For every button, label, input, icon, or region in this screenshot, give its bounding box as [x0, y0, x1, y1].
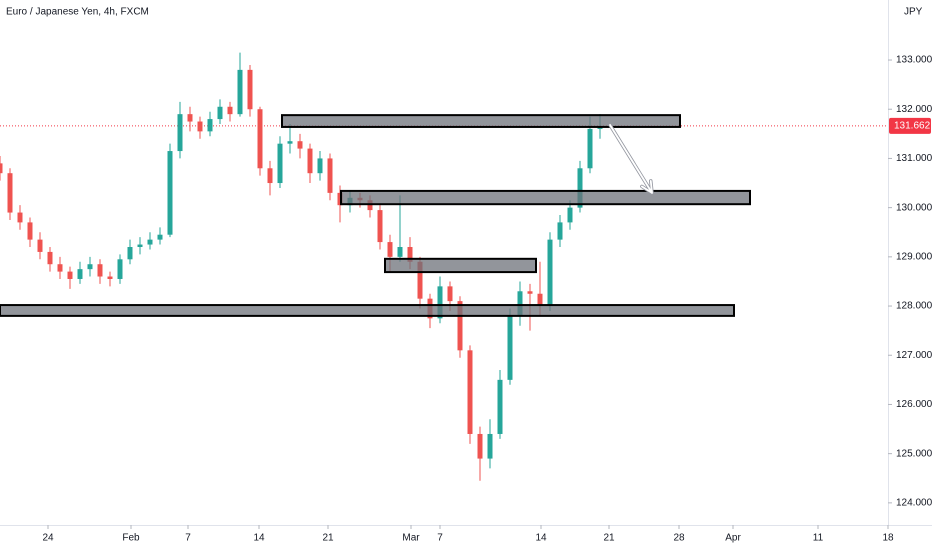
candle-body — [57, 264, 63, 272]
zone — [281, 114, 681, 128]
candle-body — [507, 315, 513, 380]
candle-body — [577, 168, 583, 208]
candle-body — [167, 151, 173, 235]
chart-title: Euro / Japanese Yen, 4h, FXCM — [6, 7, 149, 18]
x-tick-label: Feb — [122, 533, 140, 544]
y-tick-label: 126.000 — [896, 399, 932, 410]
candle-body — [397, 247, 403, 257]
x-tick-label: Mar — [402, 533, 420, 544]
currency-label: JPY — [904, 7, 923, 18]
candle-body — [497, 379, 503, 434]
candle-body — [257, 109, 263, 169]
candle-body — [567, 207, 573, 223]
x-tick-label: 14 — [253, 533, 265, 544]
candle-body — [77, 269, 83, 279]
y-tick-label: 131.000 — [896, 153, 932, 164]
candle-body — [177, 114, 183, 152]
y-tick-label: 125.000 — [896, 448, 932, 459]
x-tick-label: 28 — [673, 533, 685, 544]
candle-body — [437, 286, 443, 319]
candle-body — [477, 433, 483, 459]
zone — [340, 189, 751, 206]
candle-body — [327, 158, 333, 193]
candle-body — [117, 259, 123, 279]
candle-body — [417, 261, 423, 299]
candle-body — [267, 168, 273, 184]
y-tick-label: 129.000 — [896, 251, 932, 262]
candle-body — [227, 106, 233, 115]
y-tick-label: 132.000 — [896, 104, 932, 115]
candle-body — [517, 291, 523, 316]
candle-body — [317, 158, 323, 174]
candle-body — [447, 286, 453, 302]
x-tick-label: Apr — [725, 533, 741, 544]
zone — [0, 304, 735, 317]
candle-body — [527, 291, 533, 294]
candle-body — [27, 222, 33, 240]
y-tick-label: 127.000 — [896, 350, 932, 361]
candle-body — [487, 433, 493, 459]
x-tick-label: 7 — [185, 533, 191, 544]
candle-body — [107, 276, 113, 279]
y-tick-label: 130.000 — [896, 202, 932, 213]
candle-body — [387, 242, 393, 257]
last-price-tag — [889, 117, 931, 134]
candle-body — [67, 271, 73, 279]
candle-body — [287, 141, 293, 144]
x-tick-label: 11 — [813, 533, 824, 544]
candle-body — [407, 247, 413, 262]
candle-body — [187, 114, 193, 122]
y-tick-label: 133.000 — [896, 55, 932, 66]
last-price-label: 131.662 — [894, 121, 931, 132]
candle-body — [557, 222, 563, 240]
candle-body — [247, 69, 253, 110]
candle-body — [17, 212, 23, 223]
candle-body — [197, 121, 203, 132]
candle-body — [547, 239, 553, 307]
y-tick-label: 128.000 — [896, 301, 932, 312]
candle-body — [0, 163, 3, 174]
candle-body — [97, 264, 103, 277]
candle-body — [7, 173, 13, 213]
candle-body — [297, 141, 303, 149]
candle-body — [47, 251, 53, 265]
candle-body — [277, 143, 283, 184]
arrow — [609, 124, 653, 194]
candle-body — [207, 119, 213, 132]
candle-body — [217, 106, 223, 120]
zone — [384, 257, 537, 274]
x-tick-label: 18 — [882, 533, 894, 544]
candle-body — [127, 247, 133, 260]
y-tick-label: 124.000 — [896, 497, 932, 508]
candle-body — [377, 210, 383, 243]
x-tick-label: 14 — [535, 533, 547, 544]
x-tick-label: 21 — [322, 533, 334, 544]
candle-body — [147, 239, 153, 245]
x-tick-label: 7 — [437, 533, 443, 544]
candle-body — [37, 239, 43, 252]
candle-body — [237, 69, 243, 115]
candle-body — [137, 244, 143, 248]
candle-body — [157, 234, 163, 240]
x-tick-label: 24 — [42, 533, 54, 544]
candle-body — [457, 301, 463, 351]
candle-body — [307, 148, 313, 174]
candle-body — [537, 293, 543, 307]
candle-body — [87, 264, 93, 270]
candle-body — [467, 350, 473, 434]
x-tick-label: 21 — [603, 533, 615, 544]
candle-body — [587, 128, 593, 169]
